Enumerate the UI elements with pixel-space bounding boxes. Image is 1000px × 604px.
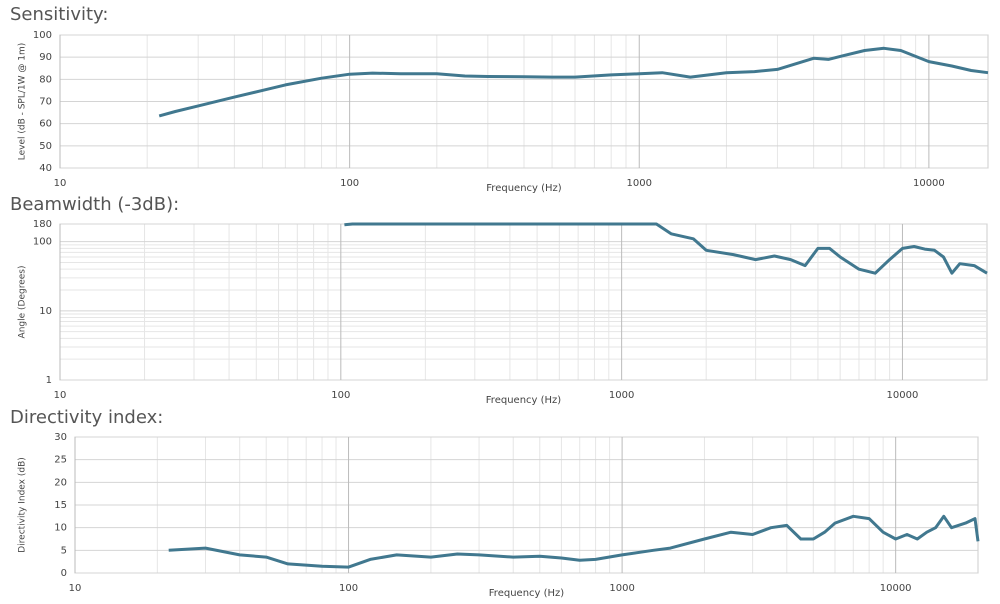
y-tick-label: 0: [61, 568, 67, 579]
x-axis-label: Frequency (Hz): [486, 395, 562, 406]
y-tick-label: 100: [33, 237, 52, 248]
x-tick-label: 1000: [609, 390, 634, 401]
x-axis-label: Frequency (Hz): [489, 588, 565, 599]
x-tick-label: 100: [339, 583, 358, 594]
y-tick-label: 90: [39, 52, 52, 63]
y-tick-label: 25: [54, 455, 67, 466]
y-tick-label: 20: [54, 477, 67, 488]
y-tick-label: 70: [39, 97, 52, 108]
x-tick-label: 10000: [887, 390, 919, 401]
y-tick-label: 1: [46, 375, 52, 386]
data-line: [344, 222, 988, 275]
y-tick-label: 180: [33, 219, 52, 230]
x-tick-label: 100: [340, 178, 359, 189]
y-tick-label: 50: [39, 141, 52, 152]
y-axis-label: Level (dB - SPL/1W @ 1m): [18, 43, 28, 161]
panel-title: Sensitivity:: [10, 4, 108, 25]
y-tick-label: 40: [39, 163, 52, 174]
y-tick-label: 60: [39, 119, 52, 130]
y-tick-label: 100: [33, 30, 52, 41]
x-tick-label: 10000: [913, 178, 945, 189]
panel-title: Beamwidth (-3dB):: [10, 194, 179, 215]
y-axis-label: Angle (Degrees): [18, 266, 28, 339]
y-tick-label: 10: [54, 523, 67, 534]
plot-area: [59, 223, 988, 381]
x-tick-label: 1000: [627, 178, 652, 189]
x-tick-label: 10: [69, 583, 82, 594]
data-line: [158, 46, 989, 118]
y-tick-label: 30: [54, 432, 67, 443]
y-tick-label: 80: [39, 74, 52, 85]
panel-title: Directivity index:: [10, 407, 163, 428]
y-tick-label: 5: [61, 545, 67, 556]
data-line: [168, 514, 980, 569]
y-axis-label: Directivity Index (dB): [18, 457, 28, 553]
x-tick-label: 1000: [609, 583, 634, 594]
y-tick-label: 10: [39, 306, 52, 317]
x-axis-label: Frequency (Hz): [486, 183, 562, 194]
x-tick-label: 10: [54, 390, 67, 401]
x-tick-label: 10: [54, 178, 67, 189]
y-tick-label: 15: [54, 500, 67, 511]
x-tick-label: 100: [331, 390, 350, 401]
x-tick-label: 10000: [880, 583, 912, 594]
